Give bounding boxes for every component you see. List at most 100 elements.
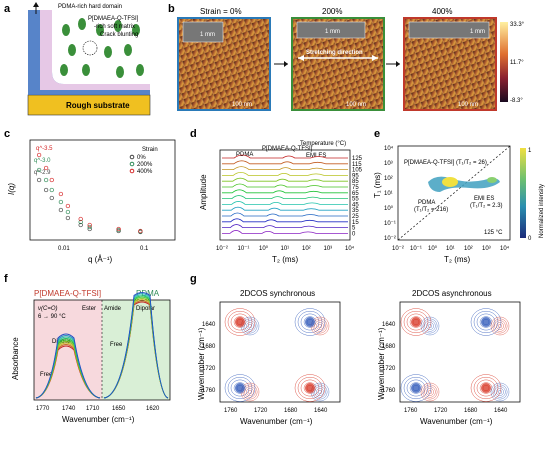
diagonal-line xyxy=(397,145,511,241)
g-contour xyxy=(497,389,503,395)
g-contour xyxy=(426,388,434,396)
g-xtick: 1760 xyxy=(404,408,418,414)
c-point xyxy=(65,215,71,221)
g-xtick: 1680 xyxy=(284,408,298,414)
plot-e-xticks: 10⁻² 10⁻¹ 10⁰ 10¹ 10² 10³ 10⁴ xyxy=(392,245,510,252)
e-xtick: 10⁴ xyxy=(500,245,510,252)
ylabel-g-sync: Wavenumber (cm⁻¹) xyxy=(197,327,206,400)
d-xtick: 10³ xyxy=(324,246,333,252)
ylabel-g-async: Wavenumber (cm⁻¹) xyxy=(377,327,386,400)
g-contour xyxy=(403,376,429,400)
c-point xyxy=(65,203,71,209)
f-right-title: PDMA xyxy=(136,289,160,298)
g-contour xyxy=(244,386,256,398)
e-xtick: 10¹ xyxy=(446,246,455,252)
e-ytick: 10⁻² xyxy=(384,236,396,242)
blob-peak-1 xyxy=(442,177,458,187)
d-curve xyxy=(222,212,348,217)
cbar-mid: 11.7° xyxy=(510,60,524,66)
blob-peak-2 xyxy=(487,177,497,183)
g-async-frame xyxy=(399,301,521,403)
g-contour xyxy=(224,308,256,336)
e-colorbar xyxy=(520,148,526,238)
xlabel-g-sync: Wavenumber (cm⁻¹) xyxy=(240,417,313,426)
g-contour xyxy=(426,322,434,330)
xlabel-f: Wavenumber (cm⁻¹) xyxy=(62,415,135,424)
g-core xyxy=(235,383,245,393)
g-contour xyxy=(422,384,438,400)
g-xtick: 1680 xyxy=(464,408,478,414)
e-pdmaea-label: P[DMAEA-Q-TFSI] (T₁/T₂ = 26) xyxy=(404,160,487,166)
inset-photo-0 xyxy=(182,21,224,43)
cbar-top: 33.3° xyxy=(510,22,525,28)
soft-matrix xyxy=(40,10,150,90)
d-curve xyxy=(222,172,348,176)
f-xtick: 1770 xyxy=(36,406,50,412)
g-contour xyxy=(424,320,436,332)
d-curve xyxy=(222,201,348,205)
c-point xyxy=(58,207,64,213)
e-ytick: 10² xyxy=(384,176,393,182)
g-contour xyxy=(403,310,429,334)
panel-f: f P[DMAEA-Q-TFSI] PDMA Absorbance Wavenu… xyxy=(4,273,171,424)
f-xtick: 1740 xyxy=(62,406,76,412)
g-contour xyxy=(406,313,426,331)
ylabel-d: Amplitude xyxy=(199,174,208,210)
c-point xyxy=(36,167,42,173)
plot-c-frame xyxy=(29,139,176,241)
d-temp-label: 85 xyxy=(352,179,359,185)
g-ytick: 1720 xyxy=(202,366,216,372)
g-contour xyxy=(490,382,510,402)
plot-e-yticks: 10⁴ 10³ 10² 10¹ 10⁰ 10⁻¹ 10⁻² xyxy=(384,145,396,242)
g-contour xyxy=(297,376,323,400)
c-point xyxy=(36,177,42,183)
d-temp-label: 55 xyxy=(352,197,359,203)
label-hard-domain: PDMA-rich hard domain xyxy=(58,4,122,10)
e-cbar-0: 0 xyxy=(528,236,532,242)
crack-region xyxy=(82,40,98,56)
c-point xyxy=(87,224,92,230)
f-ester: Ester xyxy=(82,306,96,312)
g-sync-frame xyxy=(219,301,341,403)
g-ticks: 1640 1680 1720 1760 1760 1720 1680 1640 1640 1680… xyxy=(202,322,508,414)
afm-scale-0: 100 nm xyxy=(232,102,252,108)
g-contour xyxy=(294,308,326,336)
d-curve xyxy=(222,177,348,182)
g-core xyxy=(411,317,421,327)
legend-title-c: Strain xyxy=(142,147,158,153)
e-ytick: 10⁻¹ xyxy=(384,221,396,227)
e-xtick: 10⁰ xyxy=(428,245,438,252)
d-curve xyxy=(222,160,348,165)
g-xtick: 1760 xyxy=(224,408,238,414)
f-curve-right xyxy=(103,291,169,399)
panel-letter-b: b xyxy=(168,3,175,15)
e-ytick: 10³ xyxy=(384,161,393,167)
c-point xyxy=(58,191,64,197)
c-point xyxy=(87,222,92,228)
d-xtick: 10⁰ xyxy=(259,245,269,252)
f-left-title: P[DMAEA-Q-TFSI] xyxy=(34,289,101,298)
f-nu: ν(C=O) xyxy=(38,306,58,312)
panel-letter-d: d xyxy=(190,128,197,140)
d-curve xyxy=(222,183,348,188)
g-contour xyxy=(314,320,326,332)
d-temp-label: 5 xyxy=(352,226,356,232)
panel-letter-a: a xyxy=(4,3,11,15)
f-xtick: 1710 xyxy=(86,406,100,412)
d-temp-label: 25 xyxy=(352,214,359,220)
d-pdmaea-label: P[DMAEA-Q-TFSI] xyxy=(262,146,313,152)
plot-f-xticks: 1770 1740 1710 1650 1620 xyxy=(36,406,160,412)
f-range: 6 → 90 °C xyxy=(38,314,66,320)
strain-400-label: 400% xyxy=(432,7,452,16)
c-point xyxy=(58,199,64,205)
g-contour xyxy=(420,382,440,402)
strain-200-label: 200% xyxy=(322,7,342,16)
legend-marker-400 xyxy=(129,168,135,174)
f-dipolar-2: Dipolar xyxy=(136,306,155,312)
panel-b: b Strain = 0% 200% 400% 1 mm 1 mm 1 mm S… xyxy=(168,3,525,111)
g-core xyxy=(411,383,421,393)
xlabel-g-async: Wavenumber (cm⁻¹) xyxy=(420,417,493,426)
c-point xyxy=(49,195,54,201)
c-point xyxy=(87,226,92,232)
